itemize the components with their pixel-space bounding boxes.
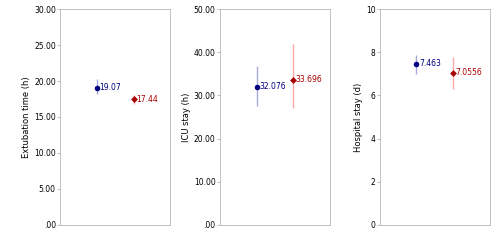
Text: 19.07: 19.07 xyxy=(99,83,121,92)
Text: 7.0556: 7.0556 xyxy=(456,68,482,77)
Y-axis label: Hospital stay (d): Hospital stay (d) xyxy=(354,82,363,152)
Text: 33.696: 33.696 xyxy=(296,75,322,84)
Y-axis label: ICU stay (h): ICU stay (h) xyxy=(182,92,191,142)
Text: 17.44: 17.44 xyxy=(136,95,158,104)
Y-axis label: Extubation time (h): Extubation time (h) xyxy=(22,76,31,158)
Text: 32.076: 32.076 xyxy=(259,82,285,91)
Text: 7.463: 7.463 xyxy=(419,59,441,69)
